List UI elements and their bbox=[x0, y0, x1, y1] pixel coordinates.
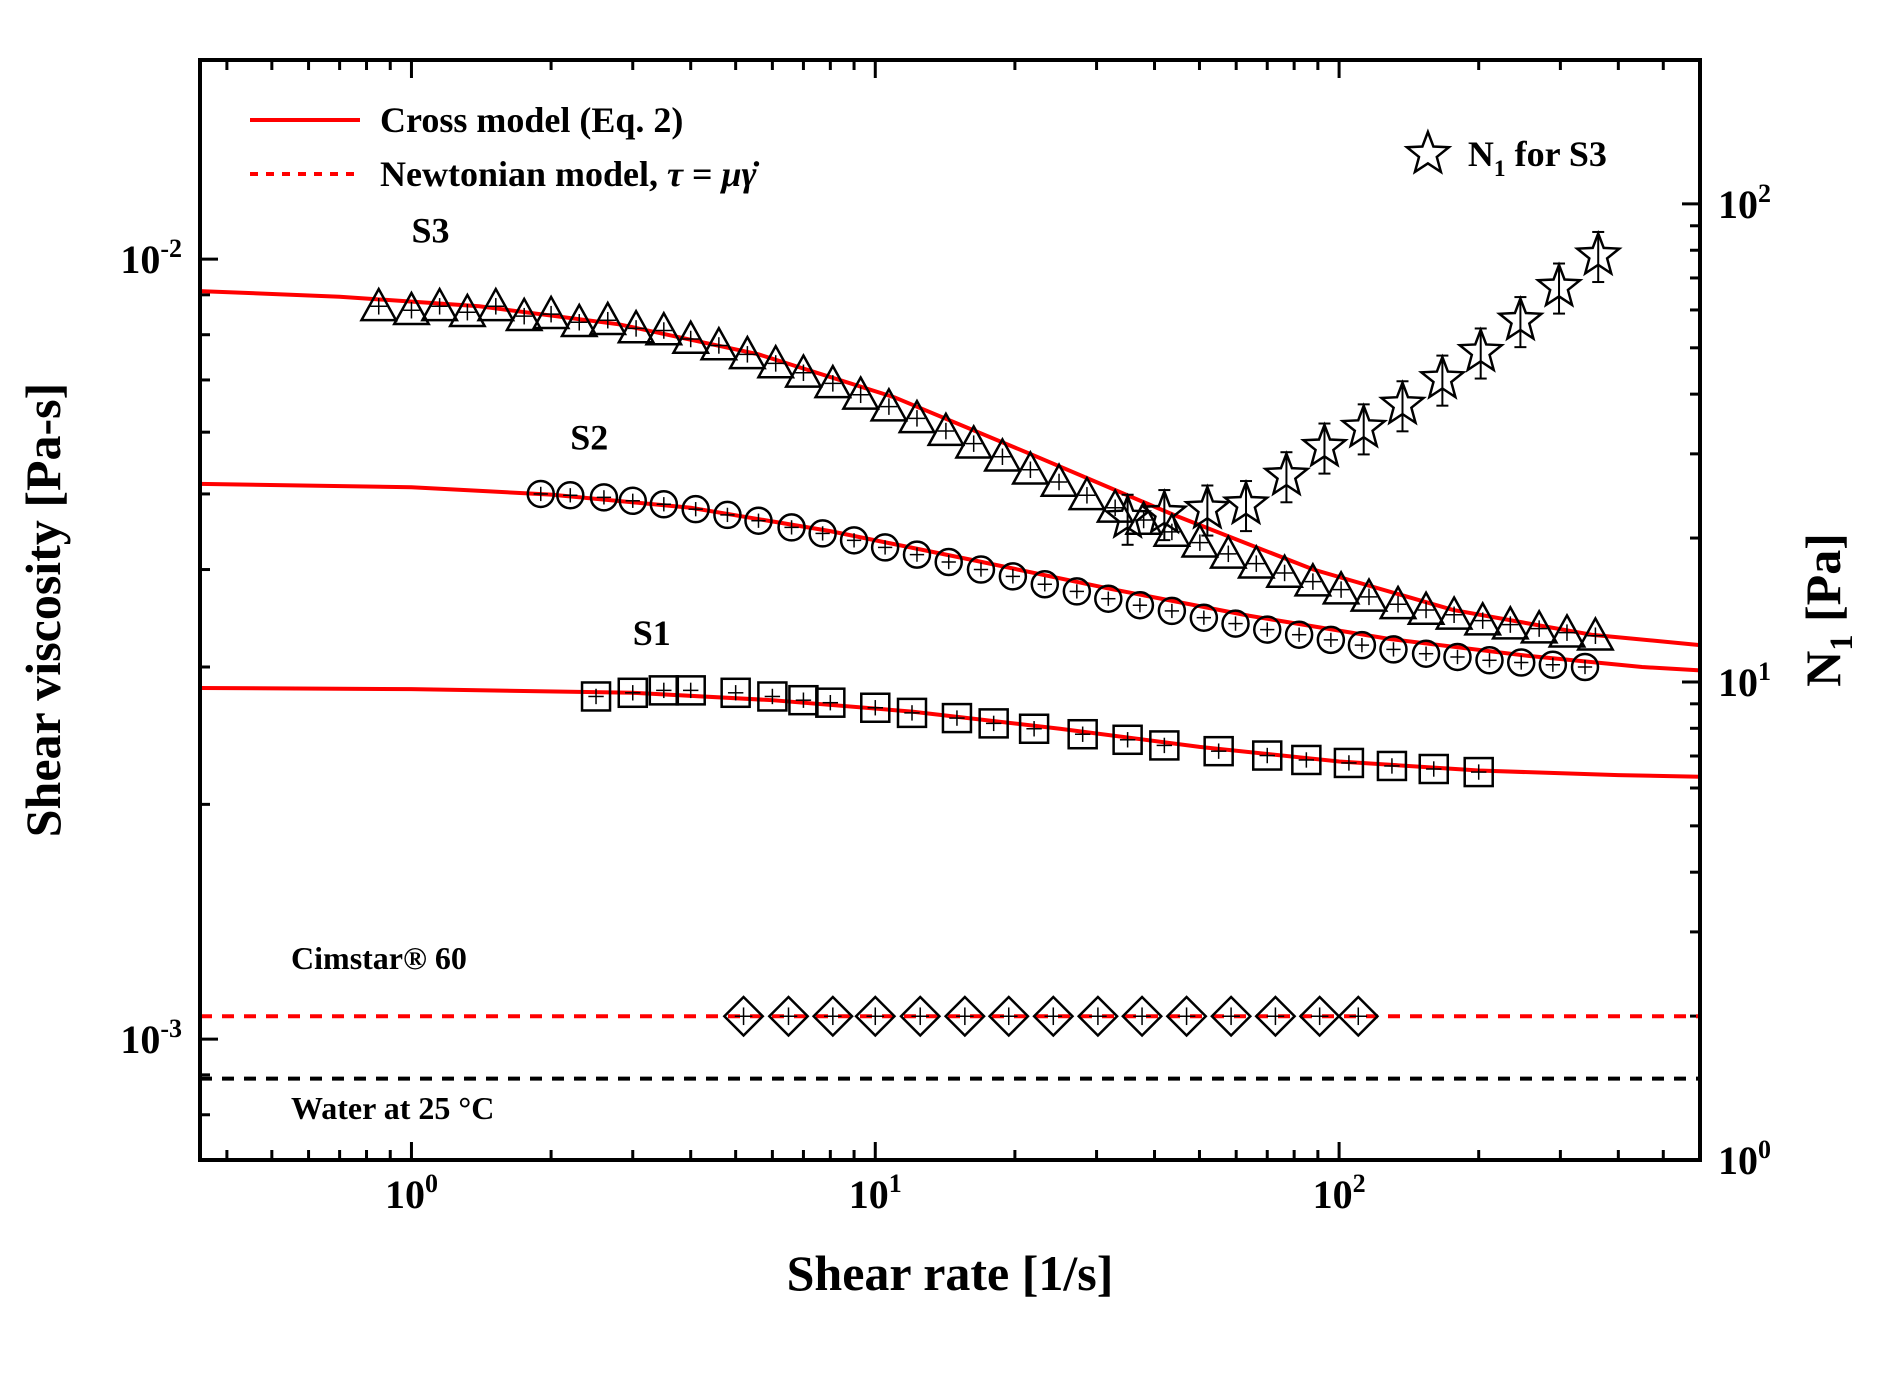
y-left-axis-label: Shear viscosity [Pa-s] bbox=[15, 383, 71, 838]
annotation-S3: S3 bbox=[411, 211, 449, 251]
annotation-S1: S1 bbox=[633, 613, 671, 653]
y-right-axis-label: N1 [Pa] bbox=[1795, 533, 1860, 687]
rheology-chart: 100101102Shear rate [1/s]10-310-2Shear v… bbox=[0, 0, 1886, 1394]
annotation-Cimstar: Cimstar® 60 bbox=[291, 940, 467, 976]
annotation-S2: S2 bbox=[570, 418, 608, 458]
legend-label: Newtonian model, τ = μγ̇ bbox=[380, 154, 760, 194]
annotation-Water: Water at 25 °C bbox=[291, 1090, 494, 1126]
legend-label: Cross model (Eq. 2) bbox=[380, 100, 683, 140]
x-axis-label: Shear rate [1/s] bbox=[787, 1245, 1114, 1301]
